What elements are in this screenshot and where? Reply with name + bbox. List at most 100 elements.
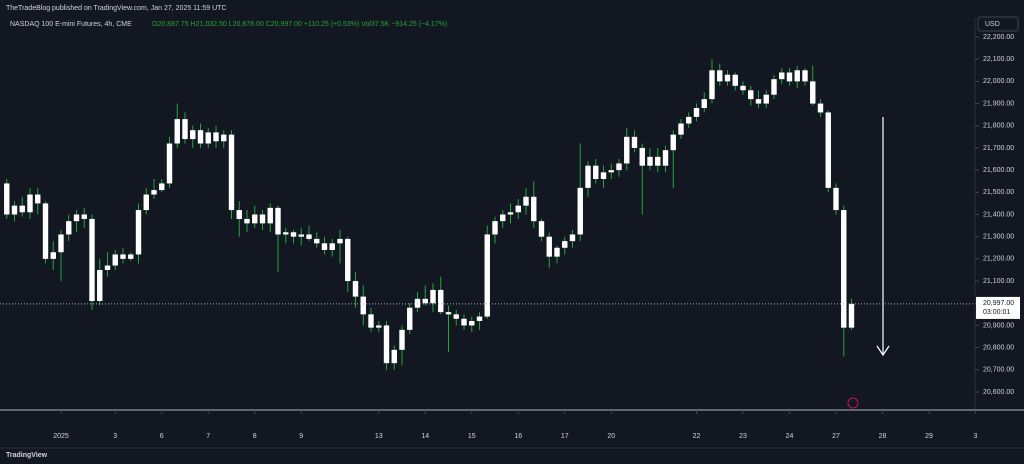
candle-body (724, 74, 731, 82)
y-tick-label: 21,700.00 (983, 145, 1014, 152)
candle-body (414, 298, 421, 308)
candle-body (740, 85, 746, 91)
candle-body (655, 156, 661, 166)
candle-body (608, 170, 614, 173)
candle-body (453, 314, 459, 319)
candle-body (748, 90, 754, 100)
y-tick-label: 21,100.00 (983, 278, 1014, 285)
candle-body (352, 281, 359, 297)
candle-body (135, 210, 142, 255)
candle-body (298, 234, 304, 237)
arrow-head (876, 345, 890, 357)
x-tick-label: 28 (879, 433, 887, 440)
candle-body (314, 238, 320, 244)
candle-body (817, 103, 824, 113)
candle-body (732, 74, 738, 86)
candle-body (569, 234, 576, 242)
y-tick-label: 22,000.00 (983, 78, 1014, 85)
candle-body (89, 218, 95, 302)
candle-body (383, 325, 390, 364)
candle-body (73, 214, 80, 222)
legend-values: O20,887.75 H21,032.50 L20,878.00 C20,997… (152, 21, 447, 28)
candle-body (577, 187, 583, 235)
event-icon (847, 397, 859, 409)
candle-body (166, 143, 173, 184)
header: TheTradeBlog published on TradingView.co… (6, 5, 227, 12)
candle-body (42, 203, 49, 259)
candle-body (104, 265, 111, 270)
candle-body (686, 116, 692, 124)
y-tick-label: 21,200.00 (983, 256, 1014, 263)
x-tick-label: 29 (925, 433, 933, 440)
candle-body (306, 234, 312, 239)
candle-body (58, 234, 64, 253)
candle-body (259, 214, 266, 224)
x-tick-label: 15 (468, 433, 476, 440)
candle-body (236, 210, 242, 219)
candle-body (228, 134, 235, 211)
candle-body (244, 218, 250, 224)
candle-body (670, 134, 676, 151)
y-tick-label: 21,600.00 (983, 167, 1014, 174)
candle-body (35, 194, 41, 204)
x-tick-label: 3 (113, 433, 117, 440)
candle-body (507, 212, 514, 215)
candle-body (810, 81, 816, 104)
candle-body (848, 303, 855, 328)
candle-body (368, 314, 374, 328)
candle-body (81, 214, 87, 219)
candle-body (593, 165, 599, 179)
candle-body (755, 99, 762, 104)
candle-body (151, 190, 157, 195)
candle-body (345, 238, 351, 282)
candle-body (97, 269, 103, 302)
candle-body (693, 107, 700, 117)
y-tick-label: 21,900.00 (983, 100, 1014, 107)
candle-body (376, 325, 382, 328)
candle-body (283, 232, 289, 235)
candle-body (523, 196, 529, 206)
candle-body (213, 132, 219, 142)
candle-body (624, 136, 630, 164)
candle-body (430, 289, 436, 304)
x-tick-label: 20 (607, 433, 615, 440)
candle-body (639, 147, 645, 166)
x-tick-label: 27 (832, 433, 840, 440)
candle-body (562, 241, 568, 248)
candle-body (662, 150, 669, 166)
candle-body (321, 243, 328, 251)
footer: TradingView (6, 452, 48, 459)
candle-body (221, 134, 227, 142)
candle-body (476, 316, 483, 322)
y-tick-label: 20,800.00 (983, 344, 1014, 351)
candle-body (802, 70, 808, 82)
candle-body (841, 210, 847, 328)
candle-body (128, 254, 134, 259)
x-tick-label: 7 (206, 433, 210, 440)
candle-body (337, 238, 343, 244)
candle-body (275, 207, 281, 235)
x-tick-label: 13 (375, 433, 383, 440)
y-tick-label: 21,800.00 (983, 123, 1014, 130)
candle-body (461, 318, 467, 326)
y-tick-label: 21,300.00 (983, 234, 1014, 241)
candle-body (500, 214, 506, 222)
candle-body (422, 298, 428, 304)
candle-body (631, 136, 638, 148)
last-price-label: 20,997.00 (983, 300, 1014, 307)
candle-body (709, 70, 715, 100)
candle-body (531, 196, 537, 222)
x-tick-label: 14 (421, 433, 429, 440)
y-tick-label: 22,100.00 (983, 56, 1014, 63)
x-tick-label: 2025 (53, 433, 69, 440)
candle-body (678, 123, 684, 135)
candle-body (585, 165, 591, 188)
candle-body (833, 187, 839, 211)
candle-body (290, 232, 297, 237)
candle-body (701, 99, 707, 108)
candle-body (19, 205, 25, 213)
countdown: 03:00:01 (983, 309, 1010, 316)
y-tick-label: 22,200.00 (983, 34, 1014, 41)
x-tick-label: 9 (299, 433, 303, 440)
